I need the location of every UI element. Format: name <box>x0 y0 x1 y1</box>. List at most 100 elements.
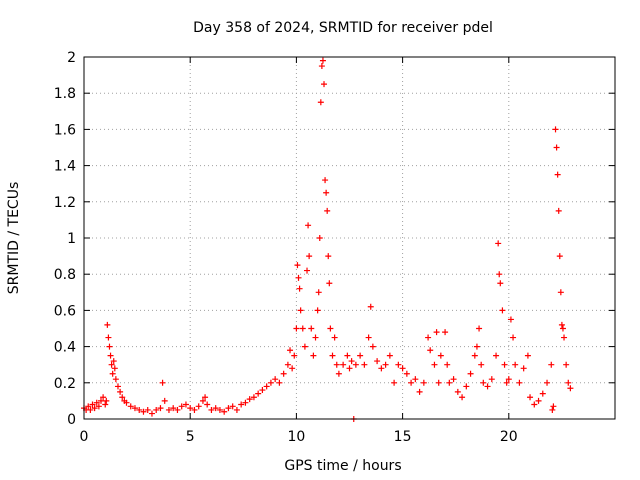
data-point <box>105 334 112 341</box>
data-point <box>294 262 301 269</box>
data-point <box>450 376 457 383</box>
data-point <box>357 352 364 359</box>
data-point <box>507 316 514 323</box>
data-point <box>549 406 556 413</box>
data-point <box>497 280 504 287</box>
data-point <box>127 403 134 410</box>
data-point <box>157 405 164 412</box>
data-point <box>323 189 330 196</box>
data-point <box>555 207 562 214</box>
data-point <box>108 361 115 368</box>
data-point <box>567 385 574 392</box>
data-point <box>563 361 570 368</box>
data-point <box>516 379 523 386</box>
data-point <box>495 240 502 247</box>
data-point <box>97 397 104 404</box>
data-point <box>435 379 442 386</box>
data-point <box>161 397 168 404</box>
y-tick-label: 0 <box>67 412 76 428</box>
data-point <box>346 365 353 372</box>
data-point <box>559 325 566 332</box>
data-point <box>446 379 453 386</box>
data-point <box>153 406 160 413</box>
data-point <box>233 406 240 413</box>
data-point <box>365 334 372 341</box>
data-point <box>246 396 253 403</box>
data-point <box>531 401 538 408</box>
y-tick-label: 1.8 <box>54 86 76 102</box>
y-tick-label: 0.2 <box>54 376 76 392</box>
data-point <box>344 352 351 359</box>
data-point <box>89 401 96 408</box>
data-point <box>301 343 308 350</box>
data-point <box>399 365 406 372</box>
data-point <box>289 365 296 372</box>
data-point <box>304 267 311 274</box>
data-point <box>459 394 466 401</box>
data-point <box>242 399 249 406</box>
data-point <box>216 406 223 413</box>
data-point <box>310 352 317 359</box>
data-point <box>496 271 503 278</box>
data-point <box>510 334 517 341</box>
data-point <box>93 399 100 406</box>
data-point <box>119 394 126 401</box>
data-point <box>329 352 336 359</box>
y-tick-label: 2 <box>67 50 76 66</box>
data-point <box>503 379 510 386</box>
data-point <box>548 361 555 368</box>
data-point <box>306 253 313 260</box>
x-tick-label: 20 <box>500 429 518 445</box>
data-point <box>305 222 312 229</box>
data-point <box>473 343 480 350</box>
data-point <box>544 379 551 386</box>
data-point <box>293 325 300 332</box>
data-point <box>467 370 474 377</box>
data-point <box>550 403 557 410</box>
data-point <box>308 325 315 332</box>
data-point <box>565 379 572 386</box>
data-point <box>352 361 359 368</box>
y-tick-label: 0.4 <box>54 340 76 356</box>
data-point <box>212 405 219 412</box>
data-point <box>195 403 202 410</box>
y-tick-label: 1 <box>67 231 76 247</box>
y-tick-label: 1.4 <box>54 159 76 175</box>
data-point <box>480 379 487 386</box>
data-point <box>263 383 270 390</box>
data-point <box>131 405 138 412</box>
data-point <box>182 401 189 408</box>
data-point <box>110 358 117 365</box>
data-point <box>557 289 564 296</box>
data-point <box>478 361 485 368</box>
data-point <box>280 370 287 377</box>
data-point <box>287 347 294 354</box>
data-point <box>111 365 118 372</box>
data-point <box>484 383 491 390</box>
data-point <box>199 397 206 404</box>
data-point <box>140 408 147 415</box>
data-point <box>442 329 449 336</box>
data-point <box>148 410 155 417</box>
data-point <box>321 81 328 88</box>
data-point <box>170 405 177 412</box>
data-point <box>109 370 116 377</box>
data-point <box>208 406 215 413</box>
data-point <box>322 177 329 184</box>
data-point <box>103 397 110 404</box>
data-point <box>433 329 440 336</box>
data-point <box>331 334 338 341</box>
data-point <box>326 280 333 287</box>
data-point <box>250 394 257 401</box>
y-tick-label: 1.6 <box>54 122 76 138</box>
data-point <box>561 334 568 341</box>
data-point <box>144 406 151 413</box>
data-point <box>291 352 298 359</box>
data-point <box>552 126 559 133</box>
data-point <box>191 406 198 413</box>
data-point <box>408 379 415 386</box>
data-point <box>427 347 434 354</box>
y-tick-label: 0.8 <box>54 267 76 283</box>
data-point <box>333 361 340 368</box>
data-point <box>463 383 470 390</box>
